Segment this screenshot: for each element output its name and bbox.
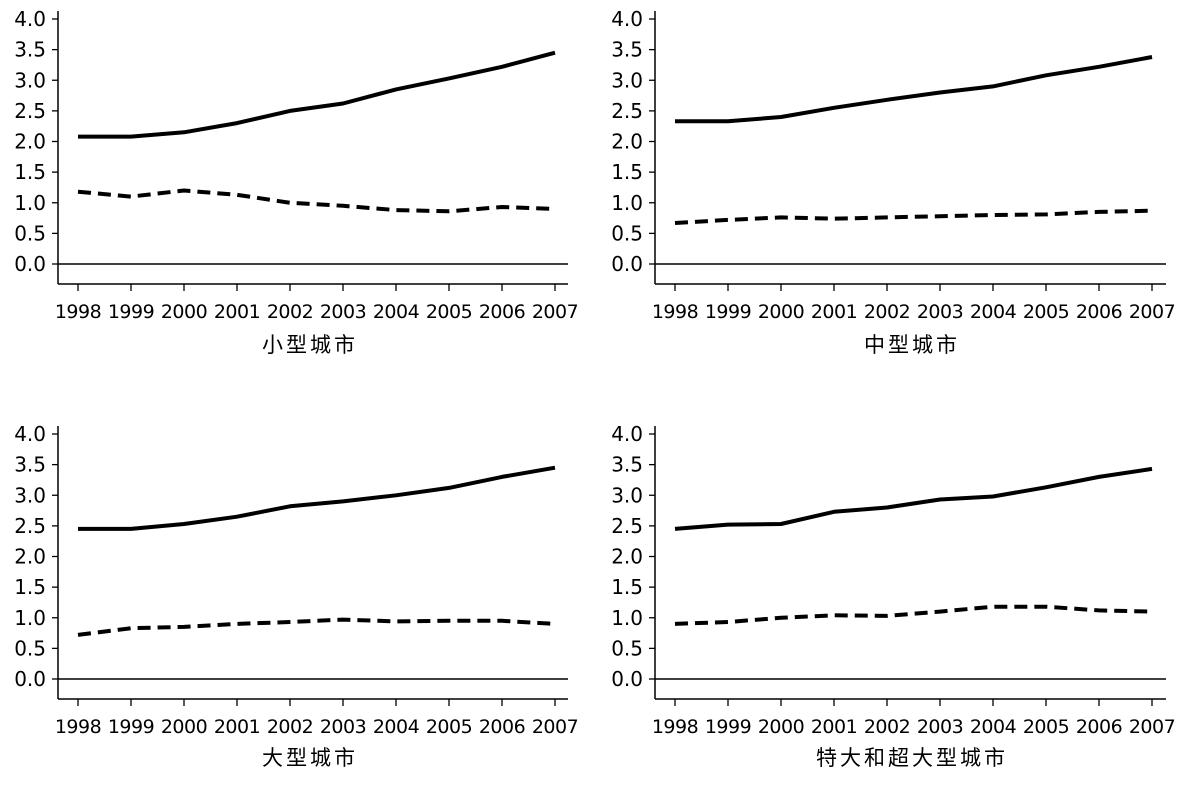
y-tick-label: 3.0 [611,483,643,507]
y-tick-label: 3.5 [611,38,643,62]
y-tick-label: 0.5 [14,221,46,245]
x-tick-label: 2001 [214,301,260,323]
x-tick-label: 2006 [1076,716,1122,738]
x-tick-label: 2002 [864,301,910,323]
x-tick-label: 2007 [1129,716,1175,738]
x-tick-label: 2005 [1023,716,1069,738]
chart-panel-2: 0.0 0.5 1.0 1.5 2.0 2.5 3.0 3.5 4.0 1998 1999 2000 2… [611,7,1175,357]
y-tick-label: 0.0 [611,667,643,691]
y-tick-label: 1.0 [611,191,643,215]
x-tick-label: 1999 [705,716,751,738]
chart-panel-1: 0.0 0.5 1.0 1.5 2.0 2.5 3.0 3.5 4.0 1998 1999 2000 2… [14,7,578,357]
y-tick-label: 1.5 [14,575,46,599]
x-tick-label: 1998 [55,301,101,323]
y-tick-label: 0.0 [14,252,46,276]
y-tick-label: 4.0 [14,7,46,31]
x-tick-label: 2005 [426,301,472,323]
y-tick-label: 3.0 [14,68,46,92]
x-tick-label: 2004 [970,716,1017,738]
x-tick-label: 2005 [1023,301,1069,323]
x-tick-label: 2006 [1076,301,1122,323]
x-tick-label: 1999 [705,301,751,323]
x-tick-label: 1999 [108,716,154,738]
panel-title: 特大和超大型城市 [816,746,1008,770]
series-line-dashed [674,208,1153,225]
y-tick-label: 4.0 [611,422,643,446]
y-tick-label: 1.5 [14,160,46,184]
x-tick-label: 2000 [161,301,207,323]
series-line-solid [674,466,1153,531]
y-tick-label: 2.5 [611,514,643,538]
x-tick-label: 2001 [214,716,260,738]
series-line-solid [78,465,556,531]
x-tick-label: 2000 [758,301,804,323]
x-tick-label: 1998 [652,716,698,738]
x-tick-label: 2002 [267,716,313,738]
panel-title: 中型城市 [864,333,960,357]
x-tick-label: 2004 [970,301,1017,323]
y-tick-label: 1.5 [611,160,643,184]
y-tick-label: 0.5 [611,636,643,660]
series-line-solid [78,50,556,139]
series-line-dashed [674,604,1153,626]
x-tick-label: 2004 [373,716,420,738]
y-tick-label: 3.5 [14,38,46,62]
y-tick-label: 4.0 [14,422,46,446]
y-tick-label: 2.0 [611,130,643,154]
y-tick-label: 0.5 [14,636,46,660]
y-tick-label: 1.5 [611,575,643,599]
y-tick-label: 1.0 [14,606,46,630]
x-tick-label: 1998 [55,716,101,738]
x-tick-label: 2001 [811,301,857,323]
y-tick-label: 2.0 [14,545,46,569]
x-tick-label: 2000 [161,716,207,738]
y-tick-label: 2.0 [611,545,643,569]
y-tick-label: 0.5 [611,221,643,245]
x-tick-label: 2001 [811,716,857,738]
y-tick-label: 2.0 [14,130,46,154]
y-tick-label: 2.5 [14,514,46,538]
chart-panel-3: 0.0 0.5 1.0 1.5 2.0 2.5 3.0 3.5 4.0 1998 1999 2000 2… [14,422,578,770]
series-line-solid [675,55,1153,124]
x-tick-label: 2002 [864,716,910,738]
y-tick-label: 3.0 [14,483,46,507]
x-tick-label: 2007 [532,716,578,738]
x-tick-label: 2007 [1129,301,1175,323]
series-line-dashed [77,617,556,637]
x-tick-label: 2002 [267,301,313,323]
y-tick-label: 1.0 [611,606,643,630]
x-tick-label: 2006 [479,301,525,323]
x-tick-label: 2005 [426,716,472,738]
x-tick-label: 1998 [652,301,698,323]
panel-title: 小型城市 [262,333,358,357]
panel-title: 大型城市 [262,746,358,770]
y-tick-label: 2.5 [611,99,643,123]
y-tick-label: 2.5 [14,99,46,123]
x-tick-label: 2003 [320,301,366,323]
series-line-dashed [77,188,556,214]
y-tick-label: 1.0 [14,191,46,215]
x-tick-label: 2003 [917,716,963,738]
y-tick-label: 3.0 [611,68,643,92]
x-tick-label: 2007 [532,301,578,323]
x-tick-label: 2000 [758,716,804,738]
y-tick-label: 0.0 [611,252,643,276]
chart-panel-4: 0.0 0.5 1.0 1.5 2.0 2.5 3.0 3.5 4.0 1998 1999 2000 2… [611,422,1175,770]
y-tick-label: 0.0 [14,667,46,691]
x-tick-label: 2003 [320,716,366,738]
x-tick-label: 2006 [479,716,525,738]
y-tick-label: 3.5 [14,453,46,477]
x-tick-label: 1999 [108,301,154,323]
y-tick-label: 4.0 [611,7,643,31]
y-tick-label: 3.5 [611,453,643,477]
x-tick-label: 2003 [917,301,963,323]
x-tick-label: 2004 [373,301,420,323]
